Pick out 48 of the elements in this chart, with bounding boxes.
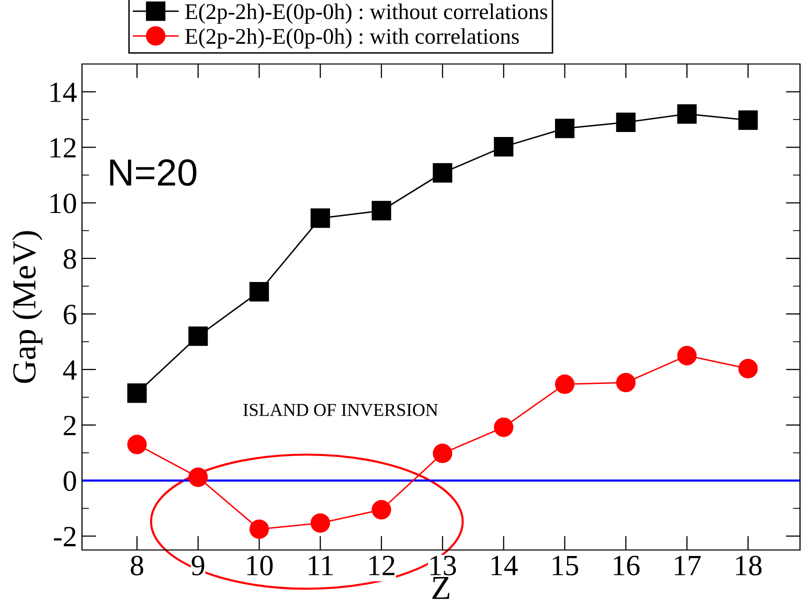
y-tick-label: 8 [64, 249, 76, 269]
point [432, 163, 452, 183]
point [249, 282, 269, 302]
point [372, 200, 392, 220]
point [616, 112, 636, 132]
y-tick-label: 4 [63, 360, 77, 380]
point [738, 110, 758, 130]
point [372, 500, 392, 520]
point [310, 513, 330, 533]
point [127, 434, 147, 454]
x-tick-label: 9 [192, 556, 204, 576]
y-tick-label: -2 [54, 526, 76, 546]
point [494, 137, 514, 156]
x-tick-label: 15 [552, 556, 578, 576]
legend-label: E(2p-2h)-E(0p-0h) : with correlations [185, 28, 519, 48]
y-tick-label: 0 [64, 471, 76, 491]
point [555, 374, 574, 394]
x-tick-label: 16 [614, 556, 640, 576]
annotation: ISLAND OF INVERSION [243, 404, 438, 416]
legend-label: E(2p-2h)-E(0p-0h) : without correlations [185, 4, 548, 24]
x-tick-label: 10 [247, 556, 273, 576]
x-tick-label: 13 [430, 556, 456, 576]
x-tick-label: 14 [492, 556, 518, 576]
annotation: N=20 [110, 159, 196, 186]
x-tick-label: 12 [369, 556, 394, 576]
point [188, 326, 208, 346]
y-axis-title: Gap (MeV) [12, 231, 42, 383]
y-tick-label: 6 [64, 304, 76, 324]
point [616, 372, 636, 392]
x-tick-label: 11 [308, 556, 333, 576]
point [738, 358, 758, 378]
point [677, 104, 697, 124]
y-tick-label: 10 [50, 194, 76, 214]
y-tick-label: 2 [64, 416, 76, 436]
point [432, 444, 452, 464]
x-tick-label: 17 [674, 556, 701, 576]
point [494, 418, 514, 437]
x-tick-label: 8 [130, 556, 144, 576]
point [310, 208, 330, 228]
point [249, 519, 269, 539]
point [677, 346, 697, 366]
point [188, 468, 208, 487]
y-tick-label: 14 [50, 82, 77, 102]
y-tick-label: 12 [50, 138, 76, 158]
x-tick-label: 18 [736, 556, 762, 576]
point [555, 118, 574, 138]
point [127, 383, 147, 403]
x-axis-title: Z [432, 577, 450, 599]
